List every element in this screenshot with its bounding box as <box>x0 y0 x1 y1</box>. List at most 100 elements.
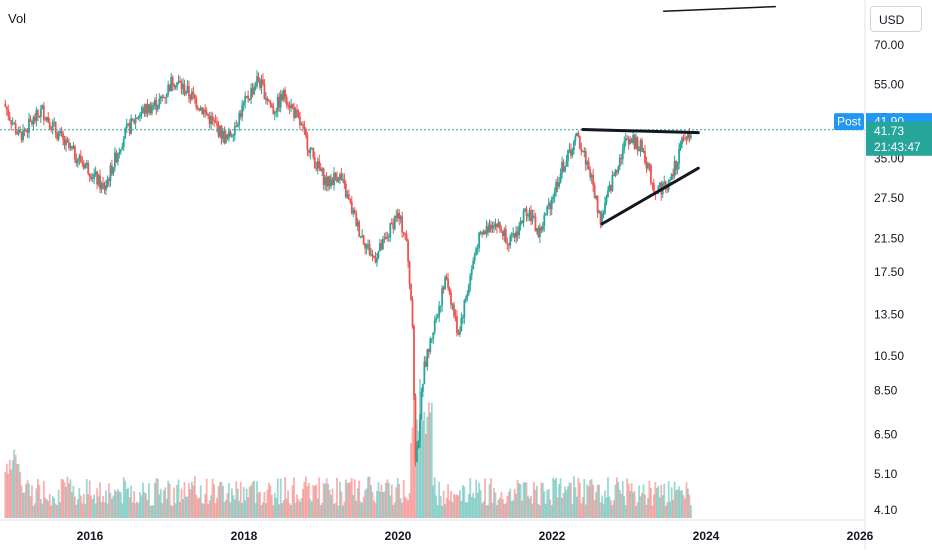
candle-body <box>549 203 552 210</box>
candle-body <box>595 195 598 199</box>
candle-body <box>420 392 423 420</box>
volume-bar <box>11 460 14 518</box>
trendlines[interactable] <box>581 5 777 226</box>
volume-bar <box>239 481 242 518</box>
volume-bar <box>170 505 173 518</box>
candle-body <box>57 133 60 140</box>
candle-body <box>39 109 42 118</box>
volume-bar <box>607 477 609 518</box>
volume-bar <box>250 485 253 518</box>
candle-body <box>60 131 63 134</box>
candle-body <box>450 292 452 305</box>
volume-bar <box>180 488 183 518</box>
volume-bar <box>300 498 303 518</box>
candle-body <box>470 268 473 276</box>
top-drawing-line[interactable] <box>662 5 777 13</box>
candle-body <box>525 208 528 217</box>
volume-bar <box>580 503 583 518</box>
volume-bar <box>17 463 20 518</box>
volume-bar <box>45 499 48 518</box>
candle-body <box>647 163 649 169</box>
volume-bar <box>361 502 364 518</box>
volume-bar <box>629 490 632 518</box>
volume-bar <box>456 494 458 518</box>
candle-body <box>593 185 596 199</box>
volume-bar <box>164 487 167 518</box>
volume-bar <box>91 499 94 518</box>
candle-body <box>580 148 583 152</box>
upper-trendline[interactable] <box>581 127 700 135</box>
candle-body <box>413 326 415 396</box>
volume-bar <box>491 502 494 518</box>
candle-body <box>217 125 220 137</box>
candle-body <box>373 256 375 258</box>
candle-body <box>516 231 519 236</box>
candle-body <box>251 88 254 95</box>
volume-bar <box>565 490 568 518</box>
volume-bar <box>538 505 541 518</box>
volume-bar <box>556 497 559 518</box>
volume-bar <box>504 503 507 518</box>
volume-bar <box>435 495 438 518</box>
time-axis[interactable]: 2016 2018 2020 2022 2024 2026 <box>77 529 874 543</box>
candle-body <box>664 181 667 189</box>
candle-body <box>210 116 213 125</box>
volume-bar <box>291 485 294 518</box>
candle-body <box>384 236 387 240</box>
volume-bar <box>111 498 113 518</box>
volume-bar <box>450 490 452 518</box>
volume-bar <box>325 478 328 518</box>
volume-bar <box>445 497 448 518</box>
candle-body <box>652 183 655 192</box>
candle-body <box>451 304 454 306</box>
volume-bar <box>427 402 430 518</box>
volume-bar <box>651 505 654 518</box>
volume-bar <box>241 503 244 518</box>
candle-body <box>238 113 241 125</box>
candle-body <box>473 254 476 261</box>
candle-body <box>150 106 153 114</box>
currency-button[interactable]: USD <box>870 6 922 32</box>
volume-bar <box>436 505 439 518</box>
lower-trendline[interactable] <box>600 166 700 226</box>
candle-body <box>524 208 526 211</box>
candle-body <box>155 100 158 110</box>
volume-bar <box>593 500 596 518</box>
candle-body <box>281 94 284 100</box>
candle-body <box>201 107 204 115</box>
candle-body <box>8 116 11 121</box>
volume-bar <box>689 505 692 518</box>
volume-bar <box>219 482 221 518</box>
volume-bar <box>106 503 109 518</box>
volume-bar <box>644 494 646 518</box>
volume-bar <box>269 485 272 518</box>
volume-bar <box>575 496 578 518</box>
price-axis[interactable]: 70.0055.0045.0035.0027.5021.5017.5013.50… <box>874 38 904 517</box>
candle-body <box>282 89 285 100</box>
candle-body <box>584 151 587 165</box>
candle-body <box>475 248 478 255</box>
candle-body <box>239 113 242 117</box>
volume-bar <box>399 498 402 518</box>
volume-bar <box>63 482 66 518</box>
candle-body <box>512 233 515 236</box>
volume-bar <box>633 490 636 518</box>
candle-body <box>225 134 227 144</box>
candle-body <box>386 236 389 238</box>
volume-bar <box>678 486 680 518</box>
candle-body <box>411 299 414 327</box>
candle-body <box>552 196 555 200</box>
volume-bar <box>522 482 525 518</box>
candle-body <box>349 199 352 202</box>
volume-bar <box>313 485 316 518</box>
volume-bar <box>374 502 377 518</box>
candle-body <box>297 112 300 118</box>
candle-body <box>337 178 340 182</box>
candle-body <box>410 283 412 300</box>
volume-bar <box>358 480 361 518</box>
volume-bar <box>635 505 638 518</box>
candle-body <box>478 232 481 248</box>
candle-body <box>432 332 435 339</box>
volume-bar <box>68 483 70 518</box>
